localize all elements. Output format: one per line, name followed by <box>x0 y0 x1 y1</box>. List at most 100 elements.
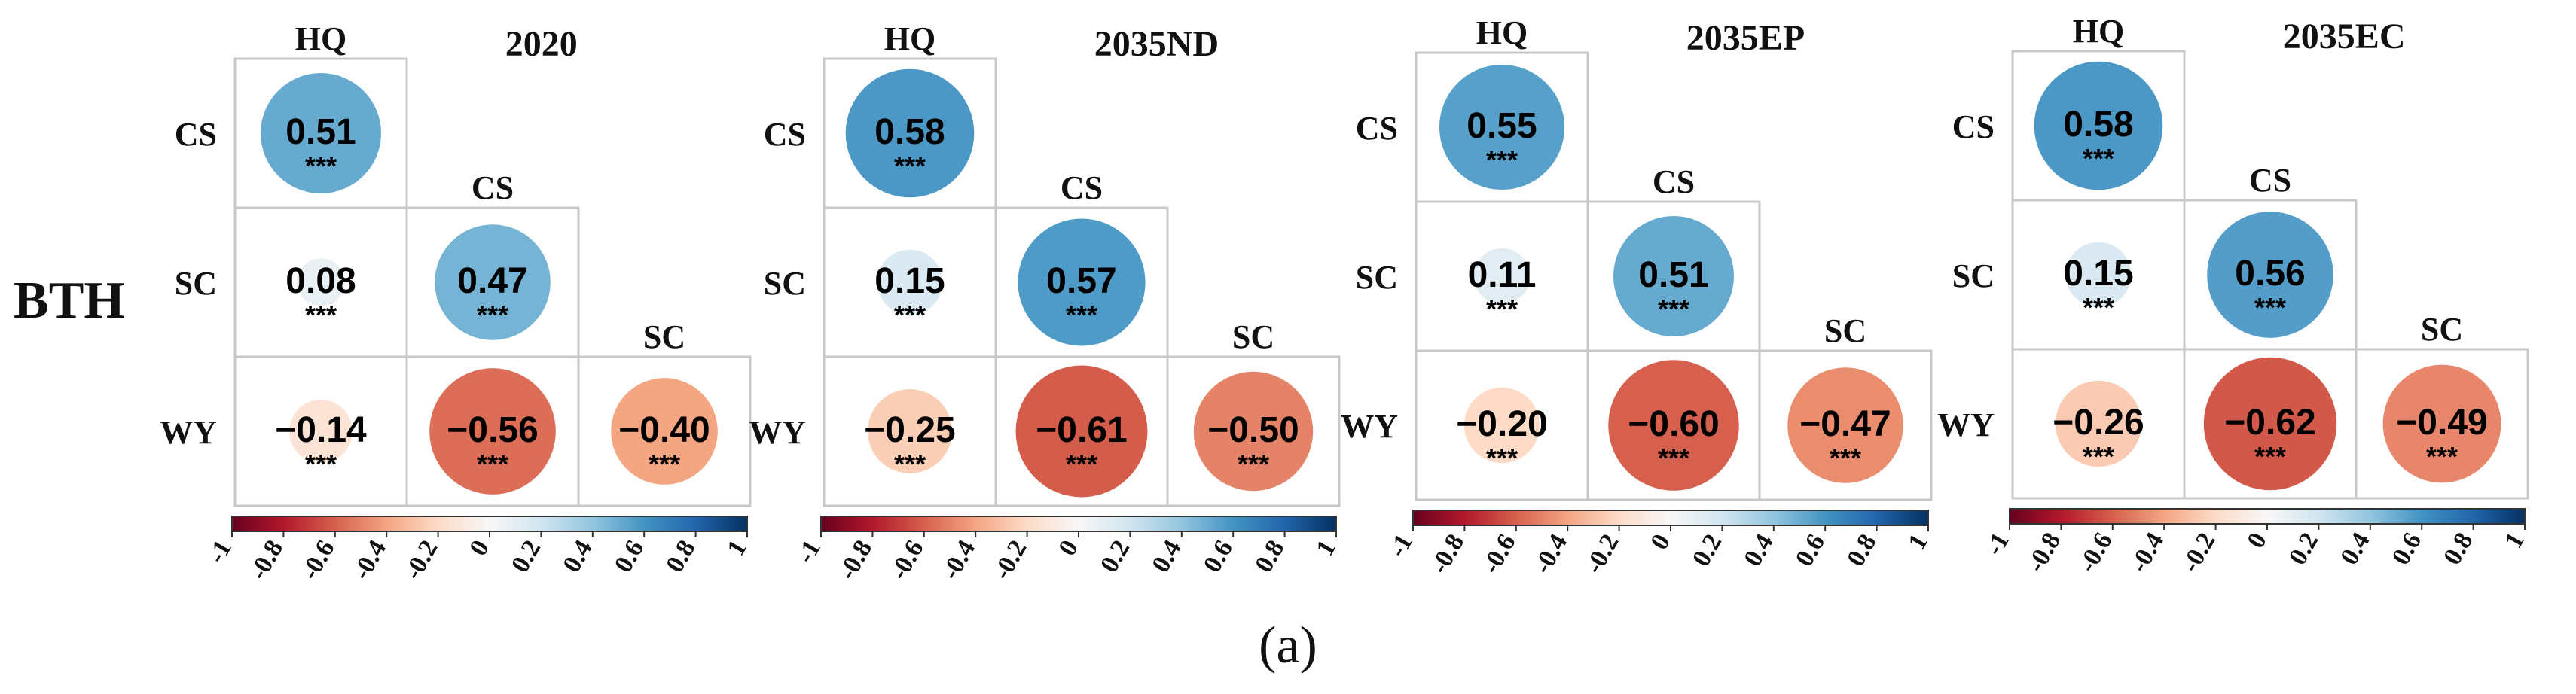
correlation-circle <box>429 368 556 495</box>
correlation-circle <box>1439 64 1565 190</box>
colorbar: -1 -0.8 -0.6 -0.4 -0.2 0 0.2 0.4 0.6 0.8 1 <box>1384 510 1934 579</box>
col-label-HQ: HQ <box>2073 13 2124 50</box>
correlation-circle <box>1613 216 1734 336</box>
colorbar-tick-label: 0.2 <box>506 536 546 577</box>
colorbar-tick-label: 0 <box>2242 528 2272 553</box>
panel-title: 2020 <box>505 24 578 64</box>
colorbar-gradient <box>1413 510 1928 525</box>
correlation-value: −0.61 <box>1036 410 1127 450</box>
colorbar-tick-label: -0.4 <box>936 536 981 585</box>
colorbar-tick-label: 1 <box>1903 530 1934 555</box>
significance-marker: *** <box>1486 443 1518 473</box>
correlation-circle <box>2382 364 2501 483</box>
panel-2035EC: 2035ECCSSCWYHQCSSC0.58***0.15***0.56***−… <box>1937 13 2530 577</box>
colorbar-tick-label: 0.6 <box>2387 528 2427 570</box>
colorbar-tick-label: 0.4 <box>557 536 597 577</box>
cell-SC-HQ: 0.11*** <box>1415 200 1589 352</box>
correlation-circle <box>1463 387 1540 464</box>
col-label-CS: CS <box>2249 162 2291 199</box>
region-label: BTH <box>14 272 125 330</box>
colorbar: -1 -0.8 -0.6 -0.4 -0.2 0 0.2 0.4 0.6 0.8 1 <box>1980 508 2530 577</box>
cell-SC-HQ: 0.08*** <box>233 206 408 358</box>
colorbar: -1 -0.8 -0.6 -0.4 -0.2 0 0.2 0.4 0.6 0.8 1 <box>792 516 1341 585</box>
significance-marker: *** <box>2254 292 2286 323</box>
colorbar-tick-label: -0.4 <box>1528 530 1573 579</box>
colorbar-tick-label: 0.8 <box>1250 536 1290 577</box>
correlation-value: −0.50 <box>1207 410 1299 450</box>
correlation-value: −0.56 <box>447 410 538 450</box>
panel-title: 2035ND <box>1094 24 1219 64</box>
correlation-circle <box>868 389 952 473</box>
cell-border <box>1758 349 1933 501</box>
colorbar-tick-label: 1 <box>722 536 752 561</box>
cell-SC-CS: 0.47*** <box>405 206 580 358</box>
significance-marker: *** <box>1830 443 1861 473</box>
correlation-circle <box>2055 380 2142 467</box>
colorbar-tick-label: 0.8 <box>661 536 700 577</box>
correlation-value: −0.25 <box>864 410 955 450</box>
colorbar-tick-label: -0.8 <box>2022 528 2066 577</box>
correlation-value: 0.47 <box>457 261 527 301</box>
colorbar-gradient <box>821 516 1336 531</box>
correlation-value: 0.15 <box>2063 254 2133 294</box>
cell-CS-HQ: 0.58*** <box>823 57 997 209</box>
cell-WY-CS: −0.56*** <box>405 355 580 507</box>
colorbar-tick-label: 0.6 <box>1198 536 1238 577</box>
col-label-SC: SC <box>1232 318 1274 355</box>
colorbar: -1 -0.8 -0.6 -0.4 -0.2 0 0.2 0.4 0.6 0.8 1 <box>203 516 752 585</box>
cell-SC-CS: 0.51*** <box>1586 200 1761 352</box>
significance-marker: *** <box>1658 294 1689 324</box>
col-label-CS: CS <box>472 169 514 206</box>
colorbar-tick-label: -0.6 <box>2074 528 2118 577</box>
correlation-circle <box>261 73 381 193</box>
colorbar-gradient <box>232 516 747 531</box>
significance-marker: *** <box>894 300 926 330</box>
panels: 2020CSSCWYHQCSSC0.51***0.08***0.47***−0.… <box>160 13 2530 585</box>
colorbar-tick-label: -0.8 <box>244 536 288 585</box>
significance-marker: *** <box>2083 441 2114 472</box>
correlation-value: 0.08 <box>285 261 356 301</box>
colorbar-tick-label: -0.4 <box>347 536 392 585</box>
row-label-WY: WY <box>160 414 217 451</box>
cell-WY-SC: −0.49*** <box>2355 348 2529 500</box>
correlation-value: −0.62 <box>2224 403 2315 443</box>
colorbar-tick-label: -0.8 <box>1425 530 1470 579</box>
significance-marker: *** <box>305 449 337 479</box>
colorbar-tick-label: -0.2 <box>1580 530 1625 579</box>
cell-WY-SC: −0.47*** <box>1758 349 1933 501</box>
col-label-SC: SC <box>1824 312 1866 349</box>
colorbar-tick-label: -0.6 <box>296 536 340 585</box>
significance-marker: *** <box>2083 143 2114 174</box>
significance-marker: *** <box>305 300 337 330</box>
colorbar-tick-label: 1 <box>1311 536 1341 561</box>
significance-marker: *** <box>305 151 337 181</box>
significance-marker: *** <box>894 151 926 181</box>
correlation-value: 0.56 <box>2235 254 2305 294</box>
row-label-CS: CS <box>764 116 806 153</box>
significance-marker: *** <box>2083 292 2114 323</box>
significance-marker: *** <box>1066 449 1097 479</box>
significance-marker: *** <box>649 449 680 479</box>
cell-WY-HQ: −0.20*** <box>1415 349 1589 501</box>
correlation-circle <box>1608 360 1739 491</box>
correlation-value: 0.51 <box>1638 255 1708 295</box>
cell-SC-CS: 0.57*** <box>994 206 1169 358</box>
col-label-CS: CS <box>1061 169 1103 206</box>
cell-SC-HQ: 0.15*** <box>823 206 997 358</box>
cell-WY-CS: −0.62*** <box>2183 348 2358 500</box>
correlation-value: −0.20 <box>1456 404 1547 444</box>
cell-SC-CS: 0.56*** <box>2183 199 2358 351</box>
panel-2020: 2020CSSCWYHQCSSC0.51***0.08***0.47***−0.… <box>160 20 752 585</box>
col-label-SC: SC <box>2421 311 2463 348</box>
correlation-circle <box>877 249 943 315</box>
colorbar-tick-label: -0.4 <box>2125 528 2169 577</box>
correlation-value: −0.49 <box>2396 403 2487 443</box>
significance-marker: *** <box>2254 441 2286 472</box>
correlation-value: −0.60 <box>1628 404 1719 444</box>
cell-border <box>1166 355 1341 507</box>
correlation-circle <box>611 378 718 485</box>
cell-WY-CS: −0.61*** <box>994 355 1169 507</box>
significance-marker: *** <box>2426 441 2458 472</box>
panel-title: 2035EC <box>2283 17 2406 56</box>
colorbar-tick-label: 0.2 <box>1095 536 1135 577</box>
